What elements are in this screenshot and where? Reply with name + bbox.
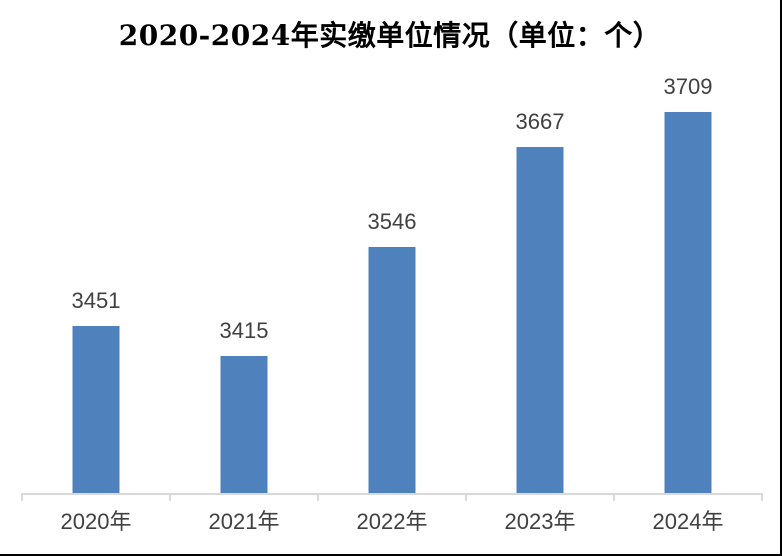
chart-title: 2020-2024年实缴单位情况（单位：个） [118,19,662,52]
bar-2020年 [72,326,120,493]
x-axis-ticks [21,493,763,501]
bar-slot-2024年: 3709 [614,74,762,493]
bar-slots: 3451 3415 3546 3667 3709 [22,74,762,493]
bar-value-label: 3667 [515,109,565,134]
axis-tick [613,493,615,501]
bar-2024年 [664,112,712,493]
axis-tick [169,493,171,501]
x-axis-label: 2022年 [356,509,428,534]
plot-area: 3451 3415 3546 3667 3709 [22,74,762,495]
bar-slot-2022年: 3546 [318,78,466,493]
x-axis-label: 2023年 [504,509,576,534]
axis-tick [21,493,23,501]
bar-slot-2021年: 3415 [170,78,318,493]
bar-2022年 [368,247,416,493]
bar-2021年 [220,356,268,493]
x-axis-labels: 2020年 2021年 2022年 2023年 2024年 [22,504,762,538]
bar-slot-2020年: 3451 [22,78,170,493]
axis-tick [761,493,763,501]
x-axis-label: 2020年 [60,509,132,534]
bar-value-label: 3415 [219,318,269,343]
bar-value-label: 3709 [663,74,713,99]
bar-value-label: 3451 [71,288,121,313]
axis-tick [317,493,319,501]
x-axis-label: 2024年 [652,509,724,534]
axis-tick [465,493,467,501]
bar-slot-2023年: 3667 [466,78,614,493]
x-axis-label: 2021年 [208,509,280,534]
bar-2023年 [516,147,564,493]
bar-value-label: 3546 [367,209,417,234]
x-axis-line [22,493,762,495]
